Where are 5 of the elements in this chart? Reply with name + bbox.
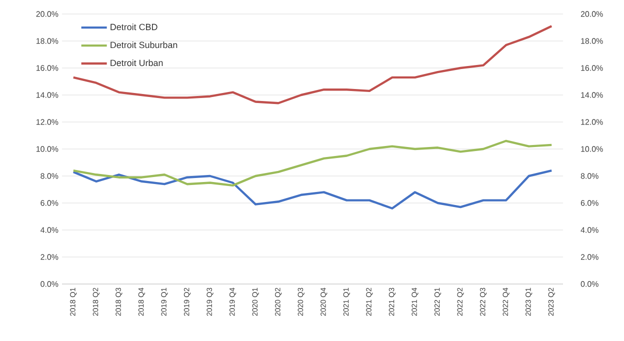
legend-label: Detroit CBD: [110, 24, 158, 30]
line-series: [72, 170, 553, 210]
line-series: [72, 25, 553, 104]
legend-label: Detroit Suburban: [110, 42, 178, 48]
legend-label: Detroit Urban: [110, 59, 163, 66]
